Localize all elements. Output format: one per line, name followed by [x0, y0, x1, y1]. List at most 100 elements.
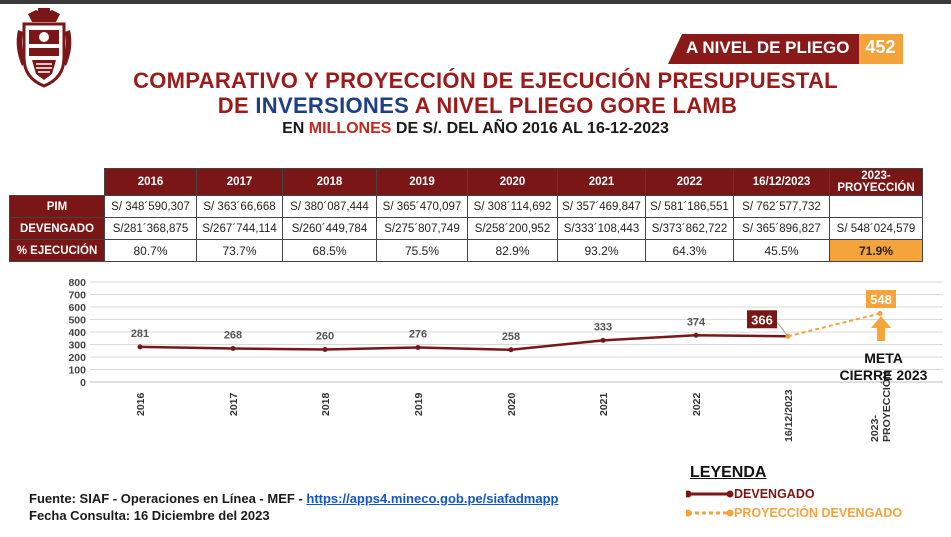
table-corner	[10, 169, 105, 196]
y-tick-label: 700	[68, 290, 86, 302]
level-badge: A NIVEL DE PLIEGO 452	[668, 34, 904, 64]
table-cell: S/ 762´577,732	[733, 195, 830, 218]
data-label: 366	[751, 312, 773, 327]
y-tick-label: 800	[68, 277, 86, 289]
table-cell: S/258´200,952	[467, 217, 558, 240]
table-cell: S/ 308´114,692	[467, 195, 558, 218]
data-point	[230, 346, 236, 351]
data-label-box	[747, 310, 777, 329]
table-cell: S/ 348´590,307	[104, 195, 197, 218]
meta-line-1: META	[864, 350, 903, 366]
table-row: % EJECUCIÓN 80.7% 73.7% 68.5% 75.5% 82.9% 93.2…	[9, 239, 923, 262]
title-line-2-highlight: INVERSIONES	[255, 93, 410, 118]
subtitle: EN MILLONES DE S/. DEL AÑO 2016 AL 16-12…	[0, 120, 951, 138]
title-line-2: DE INVERSIONES A NIVEL PLIEGO GORE LAMB	[0, 93, 951, 119]
badge-number: 452	[859, 34, 904, 64]
data-label: 333	[594, 321, 612, 333]
data-label: 268	[224, 330, 242, 342]
table-cell: S/ 380´087,444	[282, 195, 377, 218]
coat-of-arms-logo	[16, 8, 72, 88]
data-label: 260	[316, 331, 334, 343]
data-point	[322, 347, 328, 352]
table-header-cell: 2020	[467, 168, 558, 196]
legend-swatches	[686, 490, 734, 517]
data-label: 258	[502, 331, 520, 343]
table-cell: 75.5%	[376, 239, 468, 262]
table-cell: S/ 365´896,827	[733, 217, 830, 240]
query-date: Fecha Consulta: 16 Diciembre del 2023	[29, 508, 270, 523]
data-point	[508, 347, 514, 353]
x-tick-label: 2022	[691, 392, 703, 416]
table-row-label: % EJECUCIÓN	[9, 239, 105, 262]
table-cell: 80.7%	[104, 239, 197, 262]
legend-item-proyeccion: PROYECCIÓN DEVENGADO	[734, 506, 903, 520]
x-tick-label: 2017	[228, 392, 240, 416]
legend-title: LEYENDA	[690, 464, 767, 481]
table-cell: S/373´862,722	[645, 217, 734, 240]
data-label-leader	[776, 321, 789, 337]
table-cell: S/267´744,114	[196, 217, 283, 240]
source-note: Fuente: SIAF - Operaciones en Línea - ME…	[29, 490, 558, 524]
table-cell: S/ 365´470,097	[376, 195, 468, 218]
table-header-cell: 16/12/2023	[733, 168, 830, 196]
table-cell: S/ 548´024,579	[829, 217, 923, 240]
y-tick-label: 600	[68, 302, 86, 314]
subtitle-highlight: MILLONES	[308, 120, 392, 137]
top-border	[0, 0, 951, 4]
data-point	[877, 311, 883, 316]
x-tick-label: 2023-PROYECCIÓN	[869, 371, 893, 442]
table-header-cell: 2018	[282, 168, 377, 196]
data-label: 281	[131, 328, 149, 340]
y-tick-label: 100	[68, 365, 86, 377]
table-header-cell: 2019	[376, 168, 468, 196]
x-tick-label: 16/12/2023	[783, 389, 795, 442]
legend: LEYENDA DEVENGADO PROYECCIÓN DEVENGADO	[676, 464, 936, 524]
table-cell: 68.5%	[282, 239, 377, 262]
title-line-1: COMPARATIVO Y PROYECCIÓN DE EJECUCIÓN PR…	[133, 68, 838, 93]
data-point	[137, 344, 143, 350]
subtitle-pre: EN	[282, 120, 309, 137]
data-label: 548	[870, 292, 892, 307]
x-tick-label: 2021	[598, 392, 610, 416]
table-header-cell: 2023- PROYECCIÓN	[829, 168, 923, 196]
table-row: DEVENGADO S/281´368,875 S/267´744,114 S/260…	[9, 217, 923, 240]
x-tick-label: 2019	[413, 392, 425, 416]
x-tick-label: 2018	[320, 392, 332, 416]
y-tick-label: 400	[68, 327, 86, 339]
table-row: PIM S/ 348´590,307 S/ 363´66,668 S/ 380´087…	[9, 195, 923, 218]
table-cell: 73.7%	[196, 239, 283, 262]
table-cell: S/ 363´66,668	[196, 195, 283, 218]
table-cell: S/ 357´469,847	[557, 195, 646, 218]
table-header-cell: 2016	[104, 168, 197, 196]
y-tick-label: 200	[68, 352, 86, 364]
data-label: 276	[409, 329, 427, 341]
table-cell: 82.9%	[467, 239, 558, 262]
meta-annotation: META CIERRE 2023	[826, 350, 941, 384]
x-tick-label: 2020	[506, 392, 518, 416]
y-tick-label: 0	[80, 377, 86, 389]
badge-label: A NIVEL DE PLIEGO	[668, 34, 860, 64]
legend-item-devengado: DEVENGADO	[734, 487, 815, 501]
title-line-2-pre: DE	[217, 93, 256, 118]
x-tick-label: 2016	[135, 392, 147, 416]
y-tick-label: 300	[68, 340, 86, 352]
title-line-2-post: A NIVEL PLIEGO GORE LAMB	[409, 93, 738, 118]
table-header-cell: 2021	[557, 168, 646, 196]
data-point	[415, 345, 421, 350]
table-cell: S/260´449,784	[282, 217, 377, 240]
table-cell: 71.9%	[829, 239, 923, 262]
data-point	[693, 332, 699, 338]
data-label-box	[866, 290, 896, 308]
series-line-devengado	[139, 333, 789, 352]
series-line-proyeccion	[787, 312, 881, 338]
table-cell: S/275´807,749	[376, 217, 468, 240]
subtitle-post: DE S/. DEL AÑO 2016 AL 16-12-2023	[391, 120, 669, 137]
table-cell: S/333´108,443	[557, 217, 646, 240]
source-link[interactable]: https://apps4.mineco.gob.pe/siafadmapp	[306, 491, 559, 506]
up-arrow-icon	[871, 316, 891, 341]
table-cell: 64.3%	[645, 239, 734, 262]
table-row-label: DEVENGADO	[9, 217, 105, 240]
table-cell: 45.5%	[733, 239, 830, 262]
y-tick-label: 500	[68, 315, 86, 327]
